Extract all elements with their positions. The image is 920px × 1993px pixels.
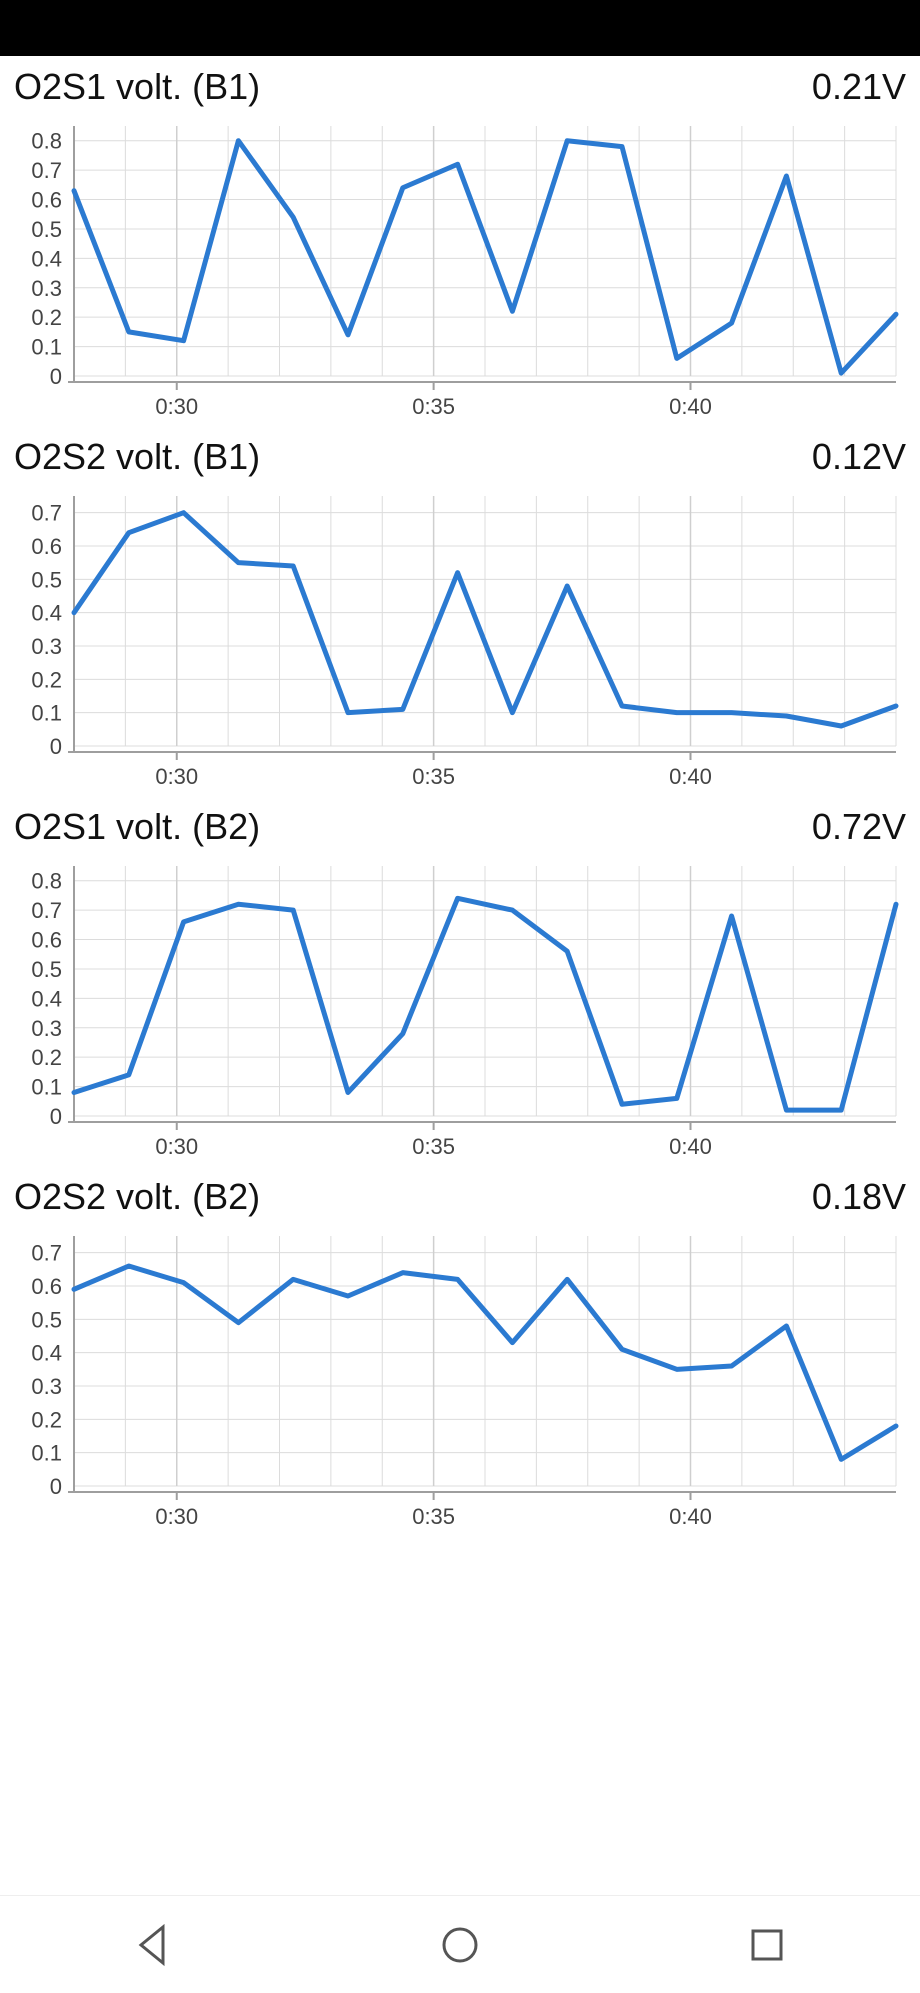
y-tick-label: 0: [50, 364, 62, 389]
back-icon[interactable]: [131, 1923, 175, 1967]
panel-title: O2S1 volt. (B1): [14, 66, 260, 108]
panel-header: O2S1 volt. (B1) 0.21V: [14, 62, 906, 112]
y-tick-label: 0.6: [31, 1274, 62, 1299]
chart-panel-o2s1-b2: O2S1 volt. (B2)0.72V00.10.20.30.40.50.60…: [0, 796, 920, 1166]
recent-icon[interactable]: [745, 1923, 789, 1967]
y-tick-label: 0.1: [31, 335, 62, 360]
x-tick-label: 0:30: [155, 1504, 198, 1529]
y-tick-label: 0.1: [31, 1075, 62, 1100]
chart-panel-o2s1-b1: O2S1 volt. (B1)0.21V00.10.20.30.40.50.60…: [0, 56, 920, 426]
android-nav-bar: [0, 1895, 920, 1993]
chart-o2s1-b2[interactable]: 0 0.1 0.2 0.3 0.4 0.5 0.6 0.7 0.8 0:30 0:35 0:40: [14, 852, 906, 1166]
chart-panel-o2s2-b2: O2S2 volt. (B2)0.18V00.10.20.30.40.50.60…: [0, 1166, 920, 1536]
y-tick-label: 0: [50, 734, 62, 759]
x-tick-label: 0:35: [412, 1134, 455, 1159]
x-tick-label: 0:30: [155, 1134, 198, 1159]
y-tick-label: 0.3: [31, 276, 62, 301]
x-tick-label: 0:40: [669, 764, 712, 789]
chart-wrap: 0 0.1 0.2 0.3 0.4 0.5 0.6 0.7 0.8 0:30 0:35 0:40: [14, 112, 906, 426]
y-tick-label: 0.3: [31, 1016, 62, 1041]
x-tick-label: 0:35: [412, 1504, 455, 1529]
chart-wrap: 0 0.1 0.2 0.3 0.4 0.5 0.6 0.7 0.8 0:30 0:35 0:40: [14, 852, 906, 1166]
y-tick-label: 0.2: [31, 305, 62, 330]
y-tick-label: 0.2: [31, 667, 62, 692]
x-tick-label: 0:30: [155, 764, 198, 789]
status-bar: [0, 0, 920, 56]
y-tick-label: 0.5: [31, 1307, 62, 1332]
y-tick-label: 0.6: [31, 188, 62, 213]
y-tick-label: 0.6: [31, 928, 62, 953]
y-tick-label: 0.5: [31, 957, 62, 982]
x-tick-label: 0:40: [669, 1134, 712, 1159]
y-tick-label: 0.2: [31, 1045, 62, 1070]
y-tick-label: 0.1: [31, 1441, 62, 1466]
chart-o2s2-b2[interactable]: 0 0.1 0.2 0.3 0.4 0.5 0.6 0.7 0:30 0:35 0:40: [14, 1222, 906, 1536]
y-tick-label: 0: [50, 1474, 62, 1499]
y-tick-label: 0.3: [31, 1374, 62, 1399]
panel-value: 0.18V: [812, 1176, 906, 1218]
y-tick-label: 0.7: [31, 898, 62, 923]
y-tick-label: 0: [50, 1104, 62, 1129]
chart-wrap: 0 0.1 0.2 0.3 0.4 0.5 0.6 0.7 0:30 0:35 0:40: [14, 482, 906, 796]
chart-o2s1-b1[interactable]: 0 0.1 0.2 0.3 0.4 0.5 0.6 0.7 0.8 0:30 0:35 0:40: [14, 112, 906, 426]
panel-header: O2S2 volt. (B2) 0.18V: [14, 1172, 906, 1222]
home-icon[interactable]: [438, 1923, 482, 1967]
x-tick-label: 0:40: [669, 394, 712, 419]
panel-header: O2S2 volt. (B1) 0.12V: [14, 432, 906, 482]
panel-value: 0.12V: [812, 436, 906, 478]
panel-value: 0.21V: [812, 66, 906, 108]
y-tick-label: 0.8: [31, 129, 62, 154]
y-tick-label: 0.4: [31, 601, 62, 626]
y-tick-label: 0.4: [31, 1341, 62, 1366]
panel-title: O2S2 volt. (B2): [14, 1176, 260, 1218]
panel-value: 0.72V: [812, 806, 906, 848]
panel-header: O2S1 volt. (B2) 0.72V: [14, 802, 906, 852]
y-tick-label: 0.7: [31, 1241, 62, 1266]
chart-wrap: 0 0.1 0.2 0.3 0.4 0.5 0.6 0.7 0:30 0:35 0:40: [14, 1222, 906, 1536]
panel-title: O2S1 volt. (B2): [14, 806, 260, 848]
panel-title: O2S2 volt. (B1): [14, 436, 260, 478]
y-tick-label: 0.7: [31, 158, 62, 183]
chart-panels: O2S1 volt. (B1)0.21V00.10.20.30.40.50.60…: [0, 56, 920, 1536]
y-tick-label: 0.8: [31, 869, 62, 894]
y-tick-label: 0.2: [31, 1407, 62, 1432]
y-tick-label: 0.1: [31, 701, 62, 726]
x-tick-label: 0:40: [669, 1504, 712, 1529]
y-tick-label: 0.3: [31, 634, 62, 659]
y-tick-label: 0.5: [31, 567, 62, 592]
x-tick-label: 0:30: [155, 394, 198, 419]
chart-panel-o2s2-b1: O2S2 volt. (B1)0.12V00.10.20.30.40.50.60…: [0, 426, 920, 796]
y-tick-label: 0.6: [31, 534, 62, 559]
y-tick-label: 0.4: [31, 246, 62, 271]
y-tick-label: 0.5: [31, 217, 62, 242]
y-tick-label: 0.4: [31, 986, 62, 1011]
chart-o2s2-b1[interactable]: 0 0.1 0.2 0.3 0.4 0.5 0.6 0.7 0:30 0:35 0:40: [14, 482, 906, 796]
x-tick-label: 0:35: [412, 394, 455, 419]
x-tick-label: 0:35: [412, 764, 455, 789]
y-tick-label: 0.7: [31, 501, 62, 526]
